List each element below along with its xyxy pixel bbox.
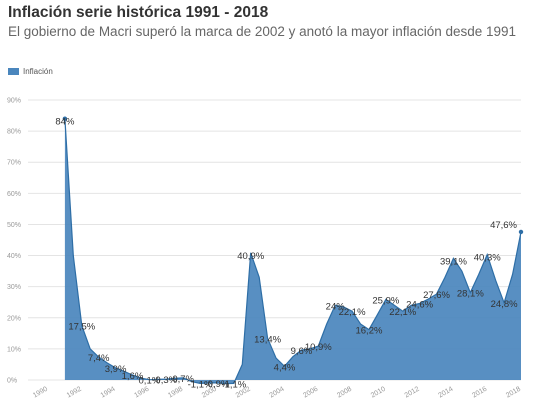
y-tick-label: 40% xyxy=(7,253,21,260)
data-label: 22,1% xyxy=(339,307,366,318)
y-tick-label: 0% xyxy=(7,378,17,385)
x-tick-label: 2018 xyxy=(505,386,522,400)
data-label: 47,6% xyxy=(490,220,517,231)
x-tick-label: 2010 xyxy=(370,386,387,400)
data-label: 4,4% xyxy=(274,362,296,373)
y-tick-label: 90% xyxy=(7,98,21,105)
y-tick-label: 50% xyxy=(7,222,21,229)
data-label: 17,5% xyxy=(68,322,95,333)
data-label: 0,3% xyxy=(155,375,177,386)
x-tick-label: 2006 xyxy=(302,386,319,400)
x-tick-label: 1992 xyxy=(66,386,83,400)
legend-swatch xyxy=(8,68,19,75)
x-tick-label: 1990 xyxy=(32,386,49,400)
data-label: 39,1% xyxy=(440,256,467,267)
data-label: 24,6% xyxy=(406,299,433,310)
data-label: 1,6% xyxy=(122,371,144,382)
data-label: 24% xyxy=(326,301,346,312)
data-label: -1,1% xyxy=(188,379,213,390)
x-tick-label: 2012 xyxy=(404,386,421,400)
data-label: 84% xyxy=(55,117,75,128)
y-tick-label: 70% xyxy=(7,160,21,167)
data-label: -1,1% xyxy=(221,379,246,390)
series-area xyxy=(64,118,522,384)
x-tick-label: 1996 xyxy=(133,386,150,400)
data-label: 9,6% xyxy=(291,346,313,357)
data-label: 27,6% xyxy=(423,290,450,301)
data-label: 0,1% xyxy=(139,376,161,387)
data-label: 25,9% xyxy=(372,295,399,306)
y-tick-label: 80% xyxy=(7,129,21,136)
data-point xyxy=(62,116,68,121)
y-tick-label: 60% xyxy=(7,191,21,198)
data-label: 40,9% xyxy=(237,251,264,262)
x-tick-label: 2016 xyxy=(471,386,488,400)
y-tick-label: 30% xyxy=(7,284,21,291)
series-line xyxy=(64,118,522,385)
data-label: 16,2% xyxy=(355,326,382,337)
data-label: 13,4% xyxy=(254,334,281,345)
x-tick-label: 2014 xyxy=(437,386,454,400)
y-tick-label: 10% xyxy=(7,346,21,353)
chart-title: Inflación serie histórica 1991 - 2018 xyxy=(8,4,269,21)
x-tick-label: 2004 xyxy=(269,386,286,400)
data-label: 22,1% xyxy=(389,307,416,318)
x-tick-label: 1998 xyxy=(167,386,184,400)
data-label: 28,1% xyxy=(457,289,484,300)
x-tick-label: 1994 xyxy=(100,386,117,400)
data-label: 0,7% xyxy=(172,374,194,385)
legend: Inflación xyxy=(8,67,53,76)
data-label: 24,8% xyxy=(491,299,518,310)
data-label: 40,3% xyxy=(474,253,501,264)
data-label: 7,4% xyxy=(88,353,110,364)
x-tick-label: 2008 xyxy=(336,386,353,400)
data-label: 3,9% xyxy=(105,364,127,375)
legend-label: Inflación xyxy=(23,67,53,76)
data-point xyxy=(518,229,524,235)
chart-subtitle: El gobierno de Macri superó la marca de … xyxy=(8,24,517,39)
y-tick-label: 20% xyxy=(7,315,21,322)
data-label: 10,9% xyxy=(305,342,332,353)
data-label: -0,9% xyxy=(205,379,230,390)
